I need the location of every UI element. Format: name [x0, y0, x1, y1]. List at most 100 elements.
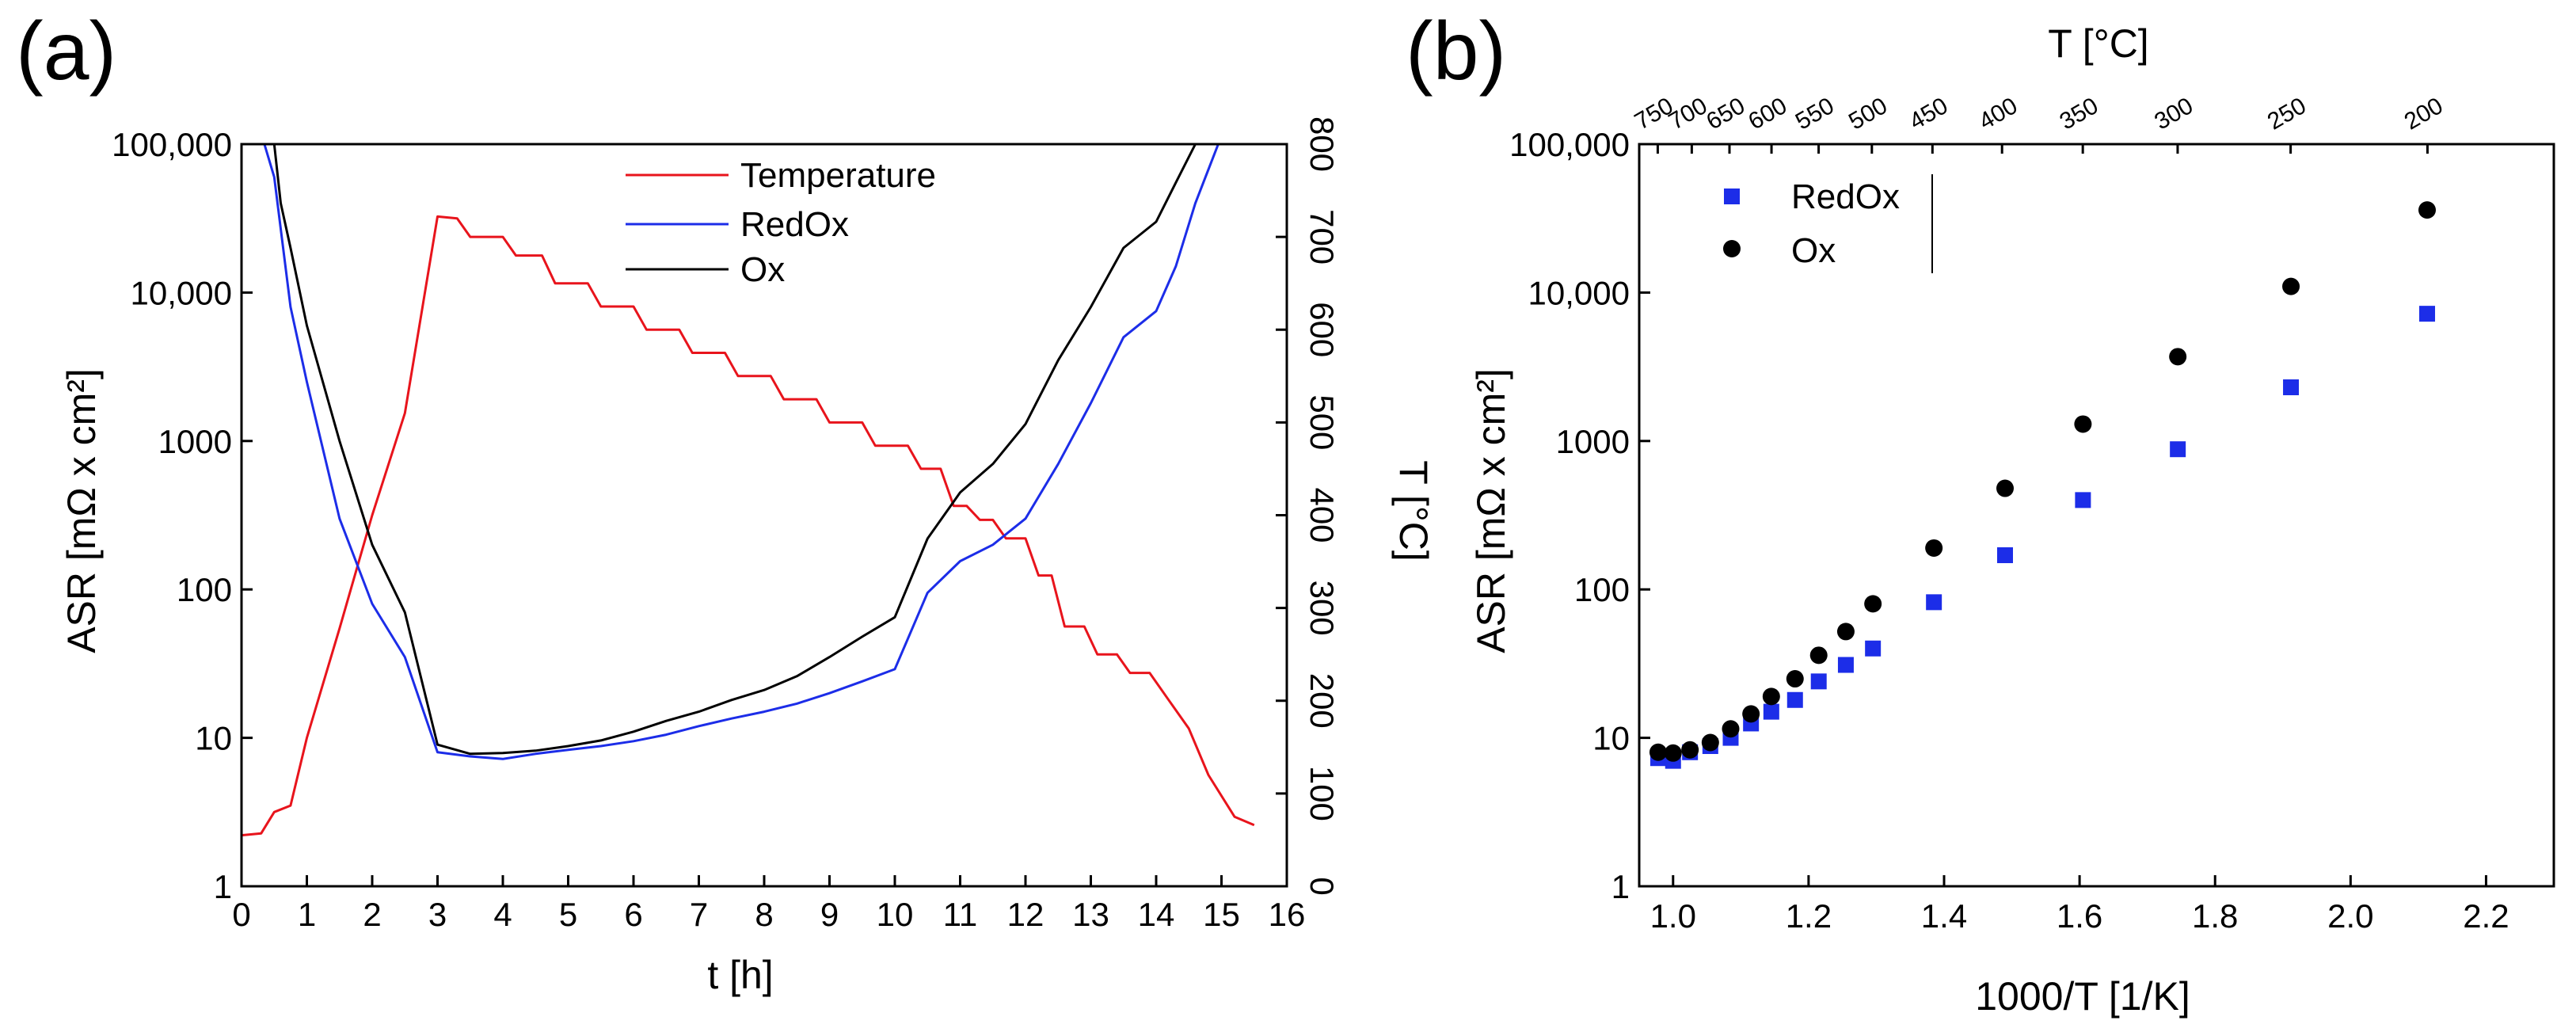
y2-tick-label: 0: [1303, 877, 1341, 895]
data-point-redox: [2419, 306, 2436, 322]
x-tick-label: 2: [363, 896, 381, 933]
top-tick-label: 200: [2400, 93, 2448, 135]
data-point-ox: [1925, 539, 1943, 557]
legend-label-ox: Ox: [740, 250, 785, 289]
panel-a-y-axis-title: ASR [mΩ x cm²]: [59, 368, 104, 653]
x-tick-label: 14: [1138, 896, 1175, 933]
y-tick-label: 1000: [1556, 423, 1630, 460]
data-point-ox: [1786, 670, 1804, 688]
legend-label-temperature: Temperature: [740, 156, 936, 195]
data-point-redox: [1865, 640, 1882, 657]
data-point-ox: [1864, 595, 1882, 613]
legend-marker-ox: [1723, 240, 1741, 257]
top-tick-label: 350: [2055, 93, 2102, 135]
x-tick-label: 2.0: [2327, 897, 2373, 935]
data-point-ox: [1701, 733, 1719, 752]
top-tick-label: 600: [1744, 93, 1791, 135]
data-point-redox: [1837, 657, 1854, 673]
x-tick-label: 8: [755, 896, 773, 933]
data-point-ox: [1664, 744, 1682, 762]
top-tick-label: 500: [1844, 93, 1892, 135]
x-tick-label: 0: [232, 896, 250, 933]
y2-tick-label: 700: [1303, 209, 1341, 265]
x-tick-label: 1.6: [2057, 897, 2102, 935]
legend-label-redox-b: RedOx: [1791, 177, 1900, 216]
data-point-ox: [2074, 415, 2092, 433]
x-tick-label: 5: [559, 896, 577, 933]
x-tick-label: 11: [943, 896, 978, 933]
y-tick-label: 10,000: [131, 274, 232, 311]
series-line-redox: [263, 143, 1220, 760]
y2-tick-label: 500: [1303, 394, 1341, 450]
panel-b-legend: RedOx Ox: [1723, 174, 1933, 273]
panel-b-x-axis-title: 1000/T [1/K]: [1975, 974, 2190, 1019]
panel-b-y-axis-title: ASR [mΩ x cm²]: [1469, 368, 1513, 653]
y-tick-label: 1: [1611, 868, 1630, 905]
data-point-redox: [1763, 703, 1779, 720]
data-point-redox: [2283, 379, 2300, 396]
data-point-redox: [1786, 691, 1803, 708]
y-tick-label: 1000: [158, 423, 232, 460]
y2-tick-label: 200: [1303, 673, 1341, 729]
panel-a-frame: [240, 143, 1288, 888]
x-tick-label: 1.0: [1650, 897, 1696, 935]
data-point-ox: [1681, 741, 1699, 759]
x-tick-label: 10: [877, 896, 914, 933]
legend-marker-redox: [1724, 189, 1740, 204]
x-tick-label: 1.4: [1921, 897, 1967, 935]
top-tick-label: 650: [1702, 93, 1749, 135]
y2-tick-label: 400: [1303, 487, 1341, 543]
x-tick-label: 16: [1269, 896, 1306, 933]
data-point-ox: [1996, 479, 2014, 497]
top-tick-label: 250: [2263, 93, 2311, 135]
data-point-redox: [1997, 547, 2013, 564]
data-point-ox: [1809, 646, 1828, 665]
x-tick-label: 2.2: [2463, 897, 2509, 935]
x-tick-label: 4: [493, 896, 512, 933]
legend-label-ox-b: Ox: [1791, 231, 1836, 270]
x-tick-label: 15: [1203, 896, 1240, 933]
panel-b-ticks: 1.0 1.2 1.4 1.6 1.8 2.0 2.2 1 10 100 1000 10,000 100…: [1509, 93, 2509, 935]
data-point-ox: [2169, 348, 2187, 366]
data-point-ox: [2418, 201, 2437, 219]
top-tick-label: 400: [1975, 93, 2022, 135]
data-point-ox: [1722, 720, 1740, 738]
y2-tick-label: 100: [1303, 766, 1341, 821]
x-tick-label: 13: [1072, 896, 1109, 933]
x-tick-label: 3: [428, 896, 447, 933]
panel-a-ticks: 0 1 2 3 4 5 6 7 8 9 10 11 12 13 14 15 16110100100010,000…: [112, 116, 1341, 933]
data-point-ox: [1836, 623, 1855, 641]
data-point-ox: [1762, 687, 1780, 706]
x-tick-label: 1.8: [2192, 897, 2238, 935]
panel-a-legend: Temperature RedOx Ox: [626, 156, 936, 289]
panel-b-frame: [1638, 143, 2555, 888]
data-point-ox: [1742, 705, 1760, 723]
y-tick-label: 100,000: [1509, 126, 1630, 163]
y-tick-label: 10,000: [1528, 274, 1630, 311]
y2-tick-label: 300: [1303, 581, 1341, 636]
top-tick-label: 450: [1905, 93, 1953, 135]
panel-b: (b) ASR [mΩ x cm²] 1000/T [1/K] T [°C] 1…: [1406, 6, 2555, 1019]
x-tick-label: 6: [624, 896, 642, 933]
panel-b-label: (b): [1406, 6, 1506, 97]
series-line-temperature: [241, 215, 1255, 837]
x-tick-label: 1.2: [1786, 897, 1832, 935]
x-tick-label: 9: [820, 896, 839, 933]
data-point-ox: [2282, 277, 2300, 295]
y-tick-label: 1: [214, 868, 232, 905]
y-tick-label: 10: [1592, 720, 1630, 757]
y2-tick-label: 800: [1303, 116, 1341, 172]
top-tick-label: 550: [1791, 93, 1839, 135]
panel-a-y2-axis-title: T [°C]: [1391, 460, 1436, 561]
panel-b-top-axis-title: T [°C]: [2048, 21, 2148, 66]
data-point-redox: [1810, 673, 1827, 690]
panel-a-label: (a): [16, 6, 116, 97]
panel-a-plot-area: [241, 143, 1255, 837]
x-tick-label: 12: [1007, 896, 1044, 933]
legend-label-redox: RedOx: [740, 205, 849, 244]
panel-b-plot-area: [1649, 201, 2437, 769]
y-tick-label: 10: [195, 720, 232, 757]
y-tick-label: 100,000: [112, 126, 232, 163]
data-point-redox: [1926, 594, 1942, 611]
